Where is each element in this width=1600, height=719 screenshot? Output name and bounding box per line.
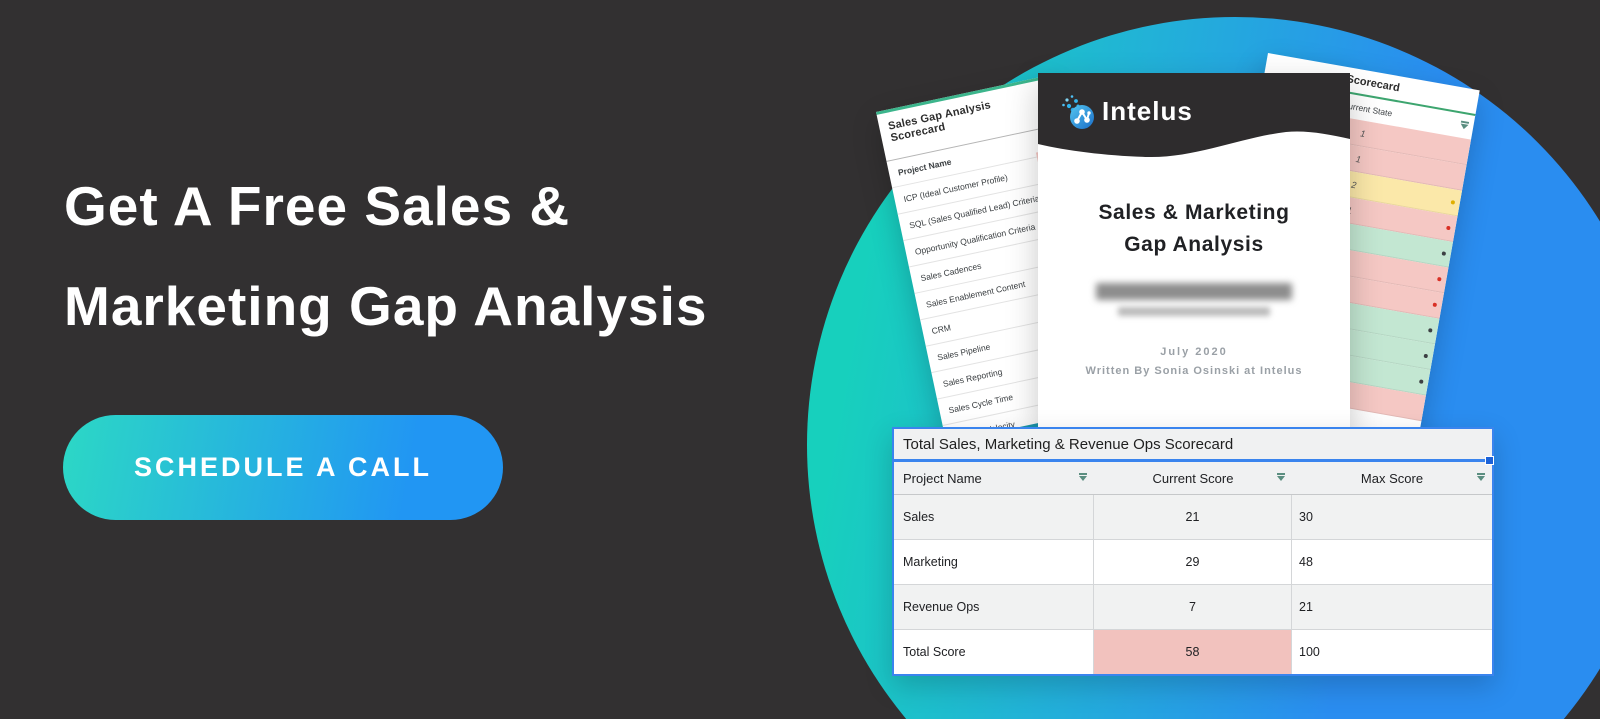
comment-dot — [1428, 327, 1433, 333]
comment-dot — [1446, 225, 1451, 230]
column-header-project-name: Project Name — [894, 462, 1094, 494]
cover-byline: Written By Sonia Osinski at Intelus — [1085, 365, 1303, 377]
intelus-logo-icon — [1062, 95, 1094, 129]
cover-body: Sales & Marketing Gap Analysis July 2020… — [1038, 163, 1350, 377]
comment-dot — [1441, 250, 1447, 256]
column-header-current-score: Current Score — [1094, 462, 1292, 494]
sheet-row-label: Sales Cadences — [919, 260, 983, 284]
table-body: Sales 21 30 Marketing 29 48 Revenue Ops … — [894, 495, 1492, 674]
gap-analysis-cover-page: Intelus Sales & Marketing Gap Analysis J… — [1038, 73, 1350, 430]
redacted-client-name — [1096, 283, 1292, 300]
comment-dot — [1437, 276, 1442, 282]
column-header-label: Max Score — [1360, 470, 1424, 486]
table-header-row: Project Name Current Score Max Score — [894, 462, 1492, 495]
column-header-max-score: Max Score — [1292, 462, 1492, 494]
table-row: Marketing 29 48 — [894, 539, 1492, 584]
project-name-cell: Sales — [894, 495, 1094, 539]
intelus-logo-text: Intelus — [1102, 95, 1193, 126]
filter-icon — [1477, 472, 1485, 481]
schedule-call-button[interactable]: SCHEDULE A CALL — [63, 415, 503, 520]
comment-dot — [1419, 378, 1424, 384]
cover-date: July 2020 — [1160, 346, 1228, 358]
current-score-cell: 29 — [1094, 540, 1292, 584]
sheet-row-label: Sales Pipeline — [936, 341, 992, 363]
table-row: Revenue Ops 7 21 — [894, 584, 1492, 629]
redacted-client-subtitle — [1118, 307, 1270, 316]
current-score-cell: 58 — [1094, 630, 1292, 674]
score-value: 2 — [1350, 179, 1358, 190]
table-title: Total Sales, Marketing & Revenue Ops Sco… — [903, 435, 1234, 453]
project-name-cell: Revenue Ops — [894, 585, 1094, 629]
column-header-label: Project Name — [903, 470, 982, 486]
max-score-cell: 21 — [1299, 600, 1313, 614]
score-value: 1 — [1359, 127, 1367, 139]
max-score-cell: 48 — [1299, 555, 1313, 569]
page-title: Get A Free Sales & Marketing Gap Analysi… — [64, 156, 708, 356]
current-score-cell: 21 — [1094, 495, 1292, 539]
selection-fill-handle — [1485, 456, 1494, 465]
table-row: Sales 21 30 — [894, 495, 1492, 539]
comment-dot — [1423, 353, 1429, 358]
total-scorecard-table: Total Sales, Marketing & Revenue Ops Sco… — [892, 427, 1494, 676]
filter-icon — [1079, 472, 1087, 481]
comment-dot — [1432, 301, 1438, 307]
cover-title-line2: Gap Analysis — [1124, 233, 1264, 256]
project-name-cell: Total Score — [894, 630, 1094, 674]
max-score-cell: 100 — [1299, 645, 1320, 659]
sheet-row-label: CRM — [930, 322, 952, 337]
sheet-row-label: Project Name — [897, 156, 953, 178]
cover-title: Sales & Marketing Gap Analysis — [1038, 197, 1350, 261]
project-name-cell: Marketing — [894, 540, 1094, 584]
cover-title-line1: Sales & Marketing — [1098, 201, 1290, 224]
sheet-row-label: Sales Reporting — [941, 366, 1004, 389]
table-title-bar: Total Sales, Marketing & Revenue Ops Sco… — [894, 429, 1494, 465]
score-value: 1 — [1355, 153, 1362, 165]
intelus-logo: Intelus — [1060, 93, 1193, 129]
column-header-label: Current Score — [1152, 470, 1234, 486]
max-score-cell: 30 — [1299, 510, 1313, 524]
page-title-line1: Get A Free Sales & — [64, 175, 571, 237]
filter-icon — [1277, 472, 1285, 481]
comment-dot — [1450, 199, 1456, 205]
cover-header-wave — [1038, 73, 1350, 158]
current-score-cell: 7 — [1094, 585, 1292, 629]
table-row: Total Score 58 100 — [894, 629, 1492, 674]
page-title-line2: Marketing Gap Analysis — [64, 275, 708, 337]
